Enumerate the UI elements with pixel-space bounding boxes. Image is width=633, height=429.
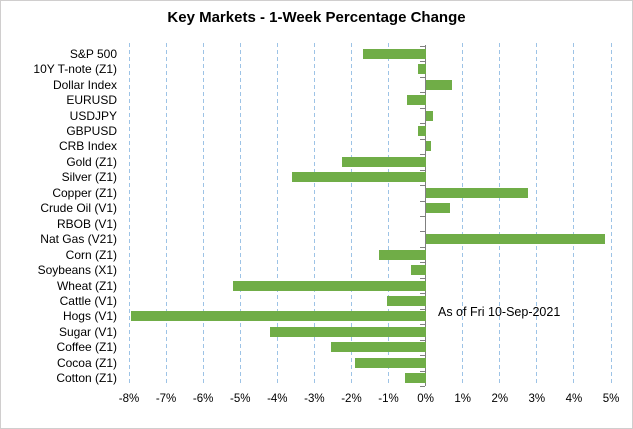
bar xyxy=(425,203,450,214)
x-tick-label: 2% xyxy=(491,393,509,405)
x-tick-label: -3% xyxy=(304,393,325,405)
x-tick-label: -5% xyxy=(229,393,251,405)
category-label: 10Y T-note (Z1) xyxy=(33,62,117,77)
gridline xyxy=(239,43,241,385)
bar xyxy=(130,311,426,322)
axis-tick xyxy=(420,123,426,125)
category-label: Cotton (Z1) xyxy=(56,371,117,386)
category-label: Corn (Z1) xyxy=(65,247,117,262)
axis-tick xyxy=(420,339,426,341)
axis-tick xyxy=(420,386,426,387)
x-tick-label: 3% xyxy=(528,393,546,405)
x-tick-label: -6% xyxy=(192,393,214,405)
bar xyxy=(232,280,426,291)
category-label: Coffee (Z1) xyxy=(56,340,117,355)
bar xyxy=(405,373,426,384)
category-axis-line xyxy=(425,45,427,386)
bar xyxy=(425,79,452,90)
category-label: Hogs (V1) xyxy=(62,309,117,324)
gridline xyxy=(165,43,167,385)
category-label: Cocoa (Z1) xyxy=(56,355,117,370)
category-label: Nat Gas (V21) xyxy=(40,232,117,247)
category-label: Cattle (V1) xyxy=(59,294,117,308)
category-label: Dollar Index xyxy=(52,77,117,92)
bar xyxy=(425,187,528,198)
axis-tick xyxy=(420,76,426,78)
x-tick-label: 0% xyxy=(417,393,434,405)
gridline xyxy=(462,43,464,385)
category-label: EURUSD xyxy=(66,93,117,108)
axis-tick xyxy=(420,169,426,171)
axis-tick xyxy=(420,324,426,326)
category-label: Soybeans (X1) xyxy=(37,263,117,278)
bar xyxy=(410,265,426,276)
bar xyxy=(362,48,426,59)
axis-tick xyxy=(420,185,426,187)
axis-tick xyxy=(420,231,426,233)
axis-tick xyxy=(420,277,426,279)
axis-tick xyxy=(420,355,426,357)
axis-tick xyxy=(420,262,426,264)
axis-tick xyxy=(420,107,426,109)
axis-tick xyxy=(420,154,426,156)
category-label: Copper (Z1) xyxy=(52,185,117,200)
axis-tick xyxy=(420,293,426,295)
bar xyxy=(425,110,434,121)
category-label: GBPUSD xyxy=(66,124,117,138)
category-label: Silver (Z1) xyxy=(61,170,117,185)
category-label: S&P 500 xyxy=(69,46,117,61)
bar xyxy=(379,249,426,260)
category-label: USDJPY xyxy=(69,108,117,123)
gridline xyxy=(536,43,538,385)
bar xyxy=(331,342,426,353)
axis-tick xyxy=(420,200,426,202)
gridline xyxy=(388,43,390,385)
axis-tick xyxy=(420,216,426,217)
gridline xyxy=(313,43,315,385)
category-label: Crude Oil (V1) xyxy=(40,201,117,216)
bar xyxy=(355,357,426,368)
x-tick-label: -1% xyxy=(378,393,399,405)
bar xyxy=(292,172,426,183)
gridline xyxy=(128,43,130,385)
chart-title: Key Markets - 1-Week Percentage Change xyxy=(167,9,466,26)
x-tick-label: -7% xyxy=(155,393,177,405)
gridline xyxy=(610,43,612,385)
axis-tick xyxy=(420,92,426,94)
bar xyxy=(386,296,426,306)
gridline xyxy=(350,43,352,385)
bar xyxy=(342,156,426,167)
x-tick-label: 5% xyxy=(602,393,620,405)
gridline xyxy=(276,43,278,385)
category-label: RBOB (V1) xyxy=(56,216,117,231)
x-tick-label: 1% xyxy=(454,393,471,405)
bar xyxy=(425,141,432,152)
bar xyxy=(418,64,426,75)
bar xyxy=(269,326,426,337)
bar xyxy=(425,234,606,245)
x-tick-label: -2% xyxy=(341,393,362,405)
bar xyxy=(407,95,426,106)
x-tick-label: 4% xyxy=(565,393,583,405)
gridline xyxy=(202,43,204,385)
category-label: Gold (Z1) xyxy=(66,154,117,169)
axis-tick xyxy=(420,370,426,372)
gridline xyxy=(573,43,575,385)
category-label: Wheat (Z1) xyxy=(56,278,117,293)
axis-tick xyxy=(420,308,426,310)
category-label: CRB Index xyxy=(58,139,117,154)
category-label: Sugar (V1) xyxy=(58,324,117,339)
axis-tick xyxy=(420,138,426,140)
axis-tick xyxy=(420,61,426,63)
x-tick-label: -4% xyxy=(267,393,288,405)
axis-tick xyxy=(420,246,426,248)
bar xyxy=(418,126,426,136)
as-of-date-annotation: As of Fri 10-Sep-2021 xyxy=(438,305,561,319)
x-tick-label: -8% xyxy=(118,393,140,405)
axis-tick xyxy=(420,46,426,47)
gridline xyxy=(499,43,501,385)
